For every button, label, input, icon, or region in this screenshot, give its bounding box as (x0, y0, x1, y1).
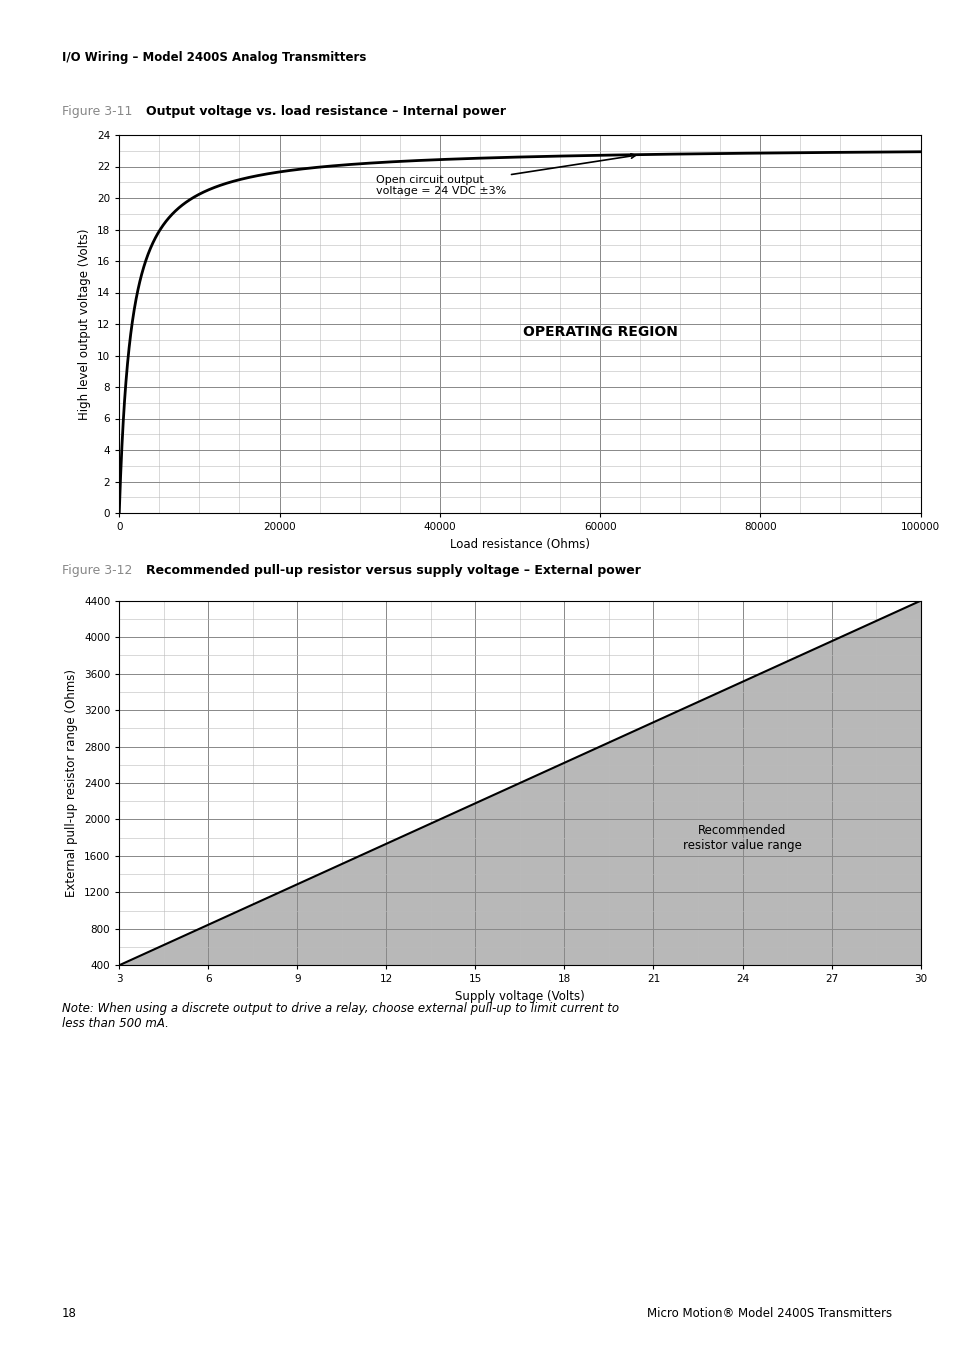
Text: Output voltage vs. load resistance – Internal power: Output voltage vs. load resistance – Int… (146, 105, 505, 119)
Text: Micro Motion® Model 2400S Transmitters: Micro Motion® Model 2400S Transmitters (646, 1307, 891, 1320)
Text: Recommended pull-up resistor versus supply voltage – External power: Recommended pull-up resistor versus supp… (146, 564, 640, 578)
Y-axis label: High level output voltage (Volts): High level output voltage (Volts) (78, 228, 91, 420)
Text: Figure 3-12: Figure 3-12 (62, 564, 132, 578)
X-axis label: Supply voltage (Volts): Supply voltage (Volts) (455, 990, 584, 1003)
Text: Note: When using a discrete output to drive a relay, choose external pull-up to : Note: When using a discrete output to dr… (62, 1002, 618, 1030)
Text: Recommended
resistor value range: Recommended resistor value range (682, 824, 801, 852)
Text: Open circuit output
voltage = 24 VDC ±3%: Open circuit output voltage = 24 VDC ±3% (375, 154, 635, 196)
Text: I/O Wiring – Model 2400S Analog Transmitters: I/O Wiring – Model 2400S Analog Transmit… (62, 51, 366, 65)
Text: OPERATING REGION: OPERATING REGION (522, 325, 677, 339)
X-axis label: Load resistance (Ohms): Load resistance (Ohms) (450, 537, 589, 551)
Text: Figure 3-11: Figure 3-11 (62, 105, 132, 119)
Y-axis label: External pull-up resistor range (Ohms): External pull-up resistor range (Ohms) (66, 670, 78, 896)
Text: 18: 18 (62, 1307, 77, 1320)
